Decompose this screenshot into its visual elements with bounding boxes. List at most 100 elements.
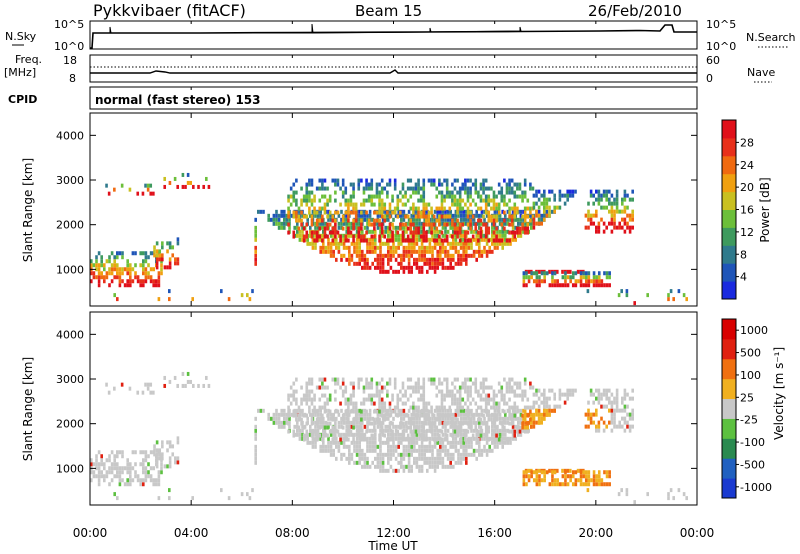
power-cell (603, 283, 606, 288)
velocity-cell (418, 444, 421, 449)
velocity-cell (479, 397, 483, 402)
power-cell (495, 238, 498, 243)
velocity-cell (315, 433, 319, 438)
velocity-cell (532, 470, 536, 475)
power-cell (453, 226, 457, 231)
velocity-cell (153, 444, 156, 449)
velocity-cell (181, 371, 185, 376)
velocity-cell (477, 424, 481, 429)
velocity-cell (318, 385, 322, 390)
velocity-cell (422, 413, 426, 418)
velocity-cell (181, 383, 185, 388)
velocity-cell (295, 432, 299, 437)
power-cell (613, 217, 616, 222)
power-cell (254, 249, 257, 254)
power-cell (543, 275, 546, 280)
velocity-cell (438, 405, 441, 410)
power-cell (282, 221, 286, 226)
power-cell (415, 249, 419, 254)
power-cell (352, 226, 355, 231)
velocity-cell (388, 425, 392, 430)
velocity-cell (621, 396, 624, 401)
velocity-cell (186, 379, 190, 384)
velocity-cell (366, 460, 369, 465)
power-cell (352, 206, 355, 211)
power-cell (600, 193, 603, 198)
power-cell (345, 221, 348, 226)
velocity-cell (417, 377, 420, 382)
velocity-cell (605, 482, 609, 487)
power-cell (428, 261, 432, 266)
power-cell (446, 253, 450, 258)
velocity-cell (586, 488, 590, 493)
velocity-cell (464, 416, 468, 421)
power-cell (126, 279, 129, 284)
velocity-cell (540, 420, 544, 425)
velocity-cell (631, 408, 635, 413)
velocity-cell (530, 474, 533, 479)
power-cell (389, 249, 393, 254)
velocity-cell (423, 456, 426, 461)
velocity-cell (420, 424, 424, 429)
velocity-cell (440, 413, 444, 418)
velocity-cell (558, 404, 562, 409)
velocity-cell (518, 385, 522, 390)
velocity-cell (477, 420, 481, 425)
power-cell (453, 186, 457, 191)
power-cell (415, 257, 419, 262)
power-cell (310, 222, 314, 227)
velocity-cell (514, 416, 517, 421)
power-cell (516, 182, 519, 187)
power-cell (490, 221, 494, 226)
power-cell (415, 233, 419, 238)
velocity-cell (615, 400, 619, 405)
velocity-cell (379, 428, 382, 433)
velocity-cell (292, 393, 296, 398)
power-cell (168, 180, 172, 185)
velocity-cell (511, 408, 515, 413)
velocity-cell (282, 420, 286, 425)
power-cell (379, 261, 382, 266)
power-cell (605, 197, 609, 202)
power-cell (292, 194, 296, 199)
velocity-cell (350, 452, 354, 457)
power-cell (440, 194, 444, 199)
power-cell (438, 182, 441, 187)
velocity-cell (483, 436, 486, 441)
velocity-cell (412, 424, 416, 429)
velocity-cell (490, 385, 493, 390)
power-cell (485, 213, 489, 218)
velocity-cell (267, 416, 270, 421)
power-cell (419, 194, 423, 199)
power-cell (430, 226, 433, 231)
power-cell (615, 189, 619, 194)
power-cell (523, 210, 527, 215)
power-cell (321, 241, 325, 246)
power-cell (144, 267, 148, 272)
velocity-cell (464, 412, 468, 417)
velocity-cell (459, 456, 463, 461)
power-cell (503, 213, 507, 218)
power-cell (438, 190, 441, 195)
power-cell (176, 257, 180, 262)
power-cell (365, 186, 368, 191)
velocity-cell (295, 424, 299, 429)
power-cell (519, 233, 523, 238)
velocity-cell (380, 425, 384, 430)
power-cell (295, 210, 298, 215)
power-cell (569, 193, 572, 198)
power-cell (422, 234, 426, 239)
power-cell (597, 271, 601, 276)
power-cell (451, 198, 454, 203)
velocity-cell (495, 433, 498, 438)
velocity-cell (402, 408, 406, 413)
power-cell (487, 186, 491, 191)
velocity-cell (493, 432, 497, 437)
velocity-cell (669, 488, 673, 493)
velocity-cell (332, 432, 335, 437)
velocity-cell (405, 464, 408, 469)
velocity-cell (378, 393, 381, 398)
velocity-cell (521, 397, 524, 402)
velocity-cell (472, 436, 476, 441)
velocity-cell (508, 429, 511, 434)
